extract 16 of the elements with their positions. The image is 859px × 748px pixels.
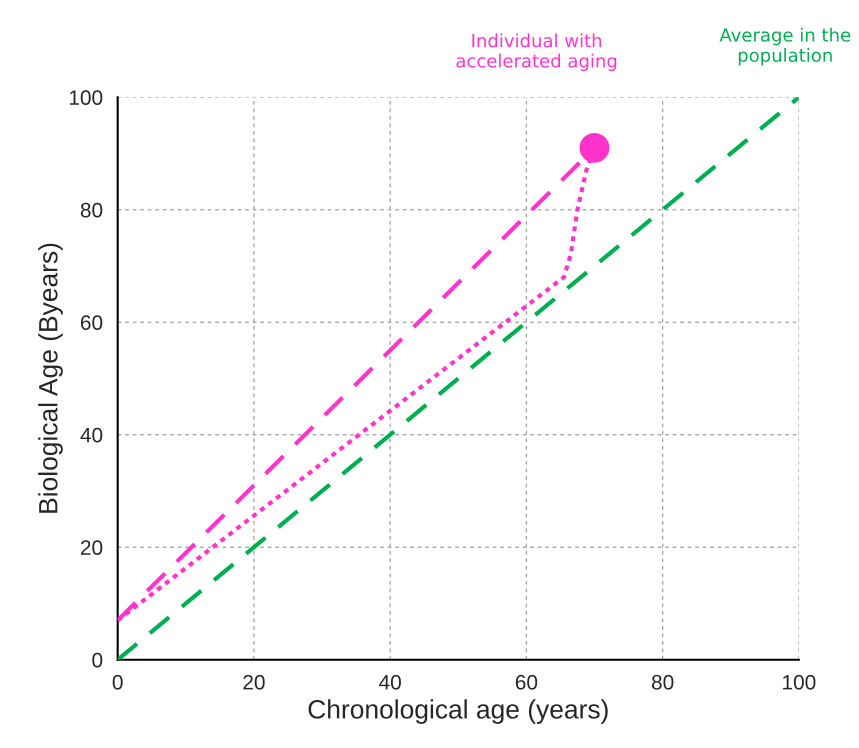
x-tick-label: 100 [783, 674, 816, 690]
y-tick-label: 0 [92, 652, 102, 668]
y-tick-label: 100 [70, 90, 102, 105]
y-tick-label: 80 [80, 202, 102, 218]
text: Average in the population [720, 28, 850, 66]
x-tick-label: 20 [243, 674, 265, 690]
x-tick-label: 40 [379, 674, 401, 690]
y-tick-label: 60 [80, 315, 102, 330]
x-tick-label: 60 [516, 674, 538, 690]
y-tick-label: 20 [80, 540, 102, 555]
y-tick-label: 40 [80, 428, 102, 442]
x-tick-label: 0 [112, 674, 123, 690]
text: Individual with accelerated aging [456, 33, 616, 72]
x-axis-title: Chronological age (years) [308, 699, 608, 724]
x-tick-label: 80 [652, 674, 674, 690]
y-axis-title: Biological Age (Byears) [38, 244, 63, 513]
